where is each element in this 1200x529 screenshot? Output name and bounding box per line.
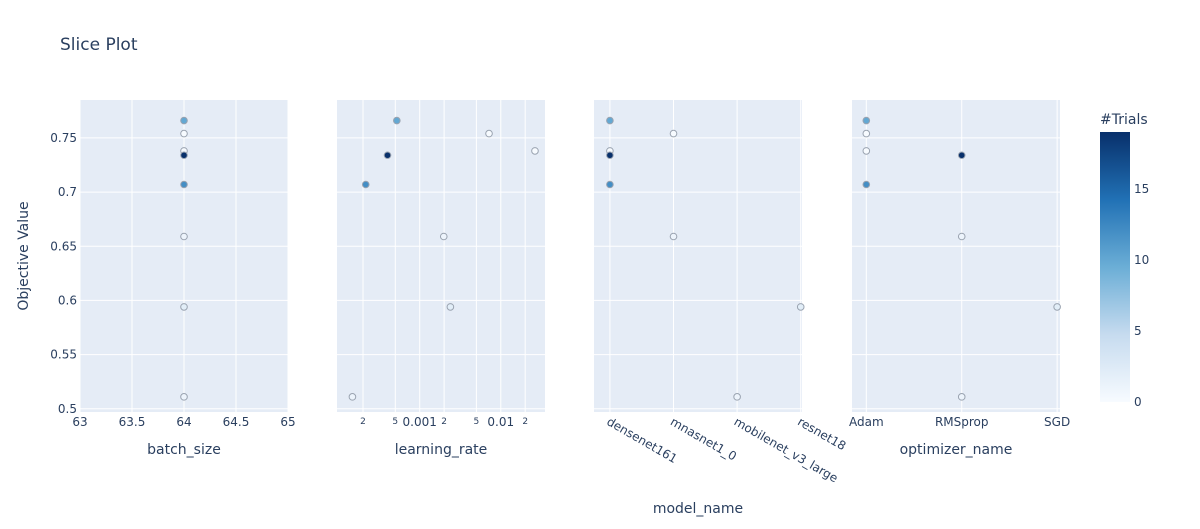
x-tick-label: 5 [392,417,398,427]
data-point[interactable] [439,232,448,241]
colorbar-title: #Trials [1100,112,1148,128]
data-point[interactable] [180,232,188,241]
data-point[interactable] [180,129,188,138]
x-axis-label: batch_size [147,442,221,458]
subplot-panels: 0.5 0.55 0.6 0.65 0.7 0.75 63 63.5 64 64.5 65 batch… [50,100,1070,517]
chart-title: Slice Plot [60,35,138,55]
y-tick-label: 0.7 [58,185,77,199]
x-tick-label: 0.001 [403,415,437,429]
x-tick-label: 63.5 [119,415,146,429]
x-tick-label: 65 [280,415,295,429]
y-tick-label: 0.5 [58,402,77,416]
data-point[interactable] [1053,303,1061,311]
plot-area [337,100,545,412]
data-point[interactable] [180,151,188,160]
plot-area [852,100,1060,412]
colorbar-gradient [1100,132,1130,402]
plot-area [594,100,802,412]
y-tick-label: 0.6 [58,293,77,307]
y-tick-label: 0.55 [50,348,77,362]
y-tick-label: 0.75 [50,131,77,145]
data-point[interactable] [733,393,741,401]
subplot-optimizer_name: Adam RMSprop SGD optimizer_name [849,100,1070,458]
y-tick-label: 0.65 [50,239,77,253]
x-tick-label: 0.01 [487,415,514,429]
colorbar-tick-label: 0 [1134,395,1142,409]
colorbar: #Trials 0 5 10 15 [1100,112,1149,409]
data-point[interactable] [957,151,966,160]
x-tick-label: mnasnet1_0 [668,414,739,463]
x-axis-label: model_name [653,501,743,517]
data-point[interactable] [606,151,614,160]
data-point[interactable] [485,129,493,138]
data-point[interactable] [862,116,871,125]
data-point[interactable] [957,232,966,241]
data-point[interactable] [796,303,805,311]
x-axis-label: optimizer_name [900,442,1013,458]
x-tick-label: 64 [176,415,191,429]
data-point[interactable] [862,129,871,138]
x-tick-label: densenet161 [604,414,679,466]
subplot-batch_size: 0.5 0.55 0.6 0.65 0.7 0.75 63 63.5 64 64.5 65 batch… [50,100,296,458]
colorbar-tick-label: 15 [1134,182,1149,196]
x-axis-label: learning_rate [395,442,488,458]
data-point[interactable] [180,303,188,311]
data-point[interactable] [383,151,392,160]
data-point[interactable] [180,180,188,189]
x-tick-label: 63 [72,415,87,429]
subplot-learning_rate: 2 5 0.001 2 5 0.01 2 learning_rate [337,100,545,458]
x-tick-label: RMSprop [935,415,989,429]
x-tick-label: 2 [441,417,447,427]
data-point[interactable] [606,116,614,125]
subplot-model_name: densenet161mnasnet1_0mobilenet_v3_larger… [594,100,848,517]
x-tick-label: 5 [474,417,480,427]
y-axis-label: Objective Value [16,201,32,310]
x-tick-label: 2 [360,417,366,427]
colorbar-tick-label: 10 [1134,253,1149,267]
x-tick-label: 2 [522,417,528,427]
x-tick-label: Adam [849,415,884,429]
data-point[interactable] [862,147,871,155]
data-point[interactable] [957,393,966,401]
x-tick-label: resnet18 [795,414,848,453]
x-tick-label: SGD [1044,415,1070,429]
data-point[interactable] [393,116,401,125]
data-point[interactable] [862,180,871,189]
data-point[interactable] [446,303,455,311]
data-point[interactable] [180,116,188,125]
data-point[interactable] [180,393,188,401]
colorbar-ticks: 0 5 10 15 [1134,182,1149,409]
data-point[interactable] [606,180,614,189]
x-tick-label: mobilenet_v3_large [732,414,841,485]
x-tick-label: 64.5 [223,415,250,429]
data-point[interactable] [669,129,678,138]
data-point[interactable] [348,393,357,401]
colorbar-tick-label: 5 [1134,324,1142,338]
data-point[interactable] [669,232,678,241]
data-point[interactable] [361,180,370,189]
data-point[interactable] [531,147,539,155]
